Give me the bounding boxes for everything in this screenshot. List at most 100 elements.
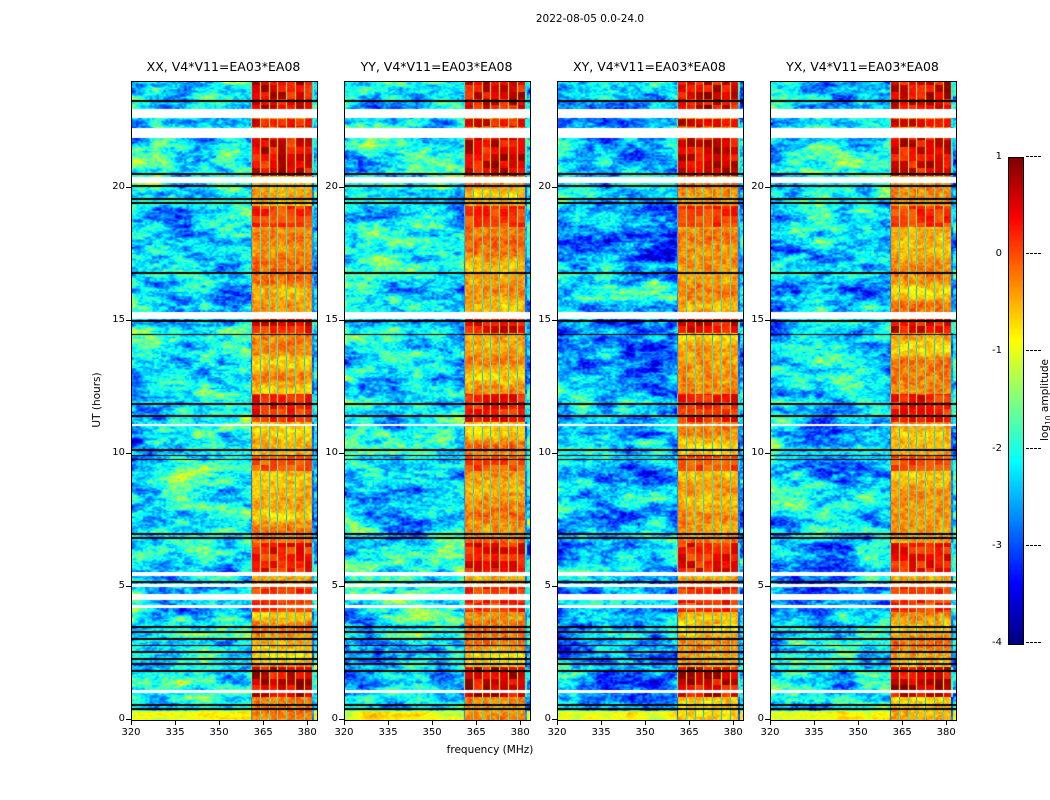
x-tick-label: 380 (297, 727, 317, 738)
colorbar-label-suffix: amplitude (1038, 359, 1050, 416)
panel-title-yy: YY, V4*V11=EA03*EA08 (360, 59, 513, 74)
y-tick-label: 5 (331, 580, 338, 592)
x-tick-label: 320 (121, 727, 141, 738)
x-tick-label: 350 (209, 727, 229, 738)
y-tick-mark (765, 320, 770, 322)
y-tick-label: 20 (325, 181, 338, 193)
y-tick-label: 15 (112, 314, 125, 326)
colorbar-label-sub: 10 (1044, 415, 1050, 425)
x-tick-label: 350 (635, 727, 655, 738)
x-tick-label: 335 (378, 727, 398, 738)
y-tick-label: 15 (751, 314, 764, 326)
colorbar-tick-label: 0 (995, 248, 1002, 260)
colorbar-tick-label: -1 (992, 345, 1002, 357)
colorbar-tick-label: -4 (992, 637, 1002, 648)
x-tick-mark (770, 720, 771, 725)
y-tick-label: 20 (538, 181, 551, 193)
x-tick-mark (601, 720, 603, 725)
colorbar-tick-dash (1026, 447, 1041, 449)
x-tick-label: 335 (165, 727, 185, 738)
y-tick-mark (339, 586, 344, 588)
x-tick-mark (307, 720, 309, 725)
x-tick-label: 335 (804, 727, 824, 738)
y-tick-label: 5 (118, 580, 125, 592)
y-tick-label: 0 (331, 713, 338, 724)
figure-title: 2022-08-05 0.0-24.0 (535, 13, 645, 25)
x-tick-label: 320 (334, 727, 354, 738)
y-tick-label: 0 (544, 713, 551, 724)
colorbar-tick-dash (1026, 544, 1041, 546)
y-tick-label: 0 (757, 713, 764, 724)
panel-yx (770, 81, 957, 721)
colorbar-label-prefix: log (1038, 424, 1050, 441)
x-tick-label: 320 (547, 727, 567, 738)
x-tick-label: 320 (760, 727, 780, 738)
colorbar-tick-label: -2 (992, 442, 1002, 454)
x-tick-mark (388, 720, 390, 725)
panel-title-xx: XX, V4*V11=EA03*EA08 (146, 59, 301, 74)
y-tick-mark (339, 719, 344, 720)
x-tick-label: 335 (591, 727, 611, 738)
y-tick-label: 10 (325, 447, 338, 459)
spectrogram-canvas-yy (345, 82, 530, 720)
spectrogram-canvas-xx (132, 82, 317, 720)
y-tick-mark (765, 453, 770, 455)
colorbar-tick-dash (1026, 642, 1041, 643)
x-tick-mark (131, 720, 132, 725)
x-tick-label: 380 (510, 727, 530, 738)
panel-title-xy: XY, V4*V11=EA03*EA08 (573, 59, 726, 74)
x-tick-mark (175, 720, 177, 725)
colorbar-tick-dash (1026, 253, 1041, 255)
y-tick-mark (339, 320, 344, 322)
x-tick-label: 365 (892, 727, 912, 738)
spectrogram-canvas-xy (558, 82, 743, 720)
spectrogram-canvas-yx (771, 82, 956, 720)
y-tick-label: 0 (118, 713, 125, 724)
y-tick-mark (126, 719, 131, 720)
y-tick-mark (339, 453, 344, 455)
x-tick-mark (263, 720, 265, 725)
y-tick-label: 20 (112, 181, 125, 193)
y-tick-label: 15 (538, 314, 551, 326)
y-tick-mark (339, 187, 344, 189)
y-axis-label: UT (hours) (91, 372, 103, 428)
y-tick-mark (552, 719, 557, 720)
y-tick-mark (126, 320, 131, 322)
y-tick-mark (552, 320, 557, 322)
y-tick-mark (126, 453, 131, 455)
y-tick-mark (765, 187, 770, 189)
y-tick-mark (765, 586, 770, 588)
y-tick-mark (126, 187, 131, 189)
x-tick-mark (902, 720, 904, 725)
colorbar-label: log10 amplitude (1039, 359, 1050, 441)
y-tick-label: 5 (544, 580, 551, 592)
y-tick-mark (765, 719, 770, 720)
x-tick-mark (344, 720, 345, 725)
y-tick-label: 10 (112, 447, 125, 459)
x-tick-mark (946, 720, 948, 725)
x-tick-mark (219, 720, 221, 725)
x-tick-label: 350 (422, 727, 442, 738)
colorbar-canvas (1009, 158, 1023, 644)
x-tick-label: 380 (936, 727, 956, 738)
y-tick-mark (552, 586, 557, 588)
x-tick-mark (689, 720, 691, 725)
x-tick-mark (432, 720, 434, 725)
x-tick-label: 365 (679, 727, 699, 738)
x-tick-label: 365 (466, 727, 486, 738)
y-tick-mark (552, 187, 557, 189)
x-tick-mark (733, 720, 735, 725)
y-tick-mark (552, 453, 557, 455)
x-tick-mark (814, 720, 816, 725)
colorbar-tick-label: 1 (995, 151, 1002, 162)
x-tick-mark (476, 720, 478, 725)
colorbar-tick-dash (1026, 156, 1041, 157)
panel-title-yx: YX, V4*V11=EA03*EA08 (786, 59, 939, 74)
colorbar-tick-dash (1026, 350, 1041, 352)
x-tick-mark (557, 720, 558, 725)
x-tick-label: 365 (253, 727, 273, 738)
x-tick-label: 380 (723, 727, 743, 738)
y-tick-label: 15 (325, 314, 338, 326)
x-tick-label: 350 (848, 727, 868, 738)
